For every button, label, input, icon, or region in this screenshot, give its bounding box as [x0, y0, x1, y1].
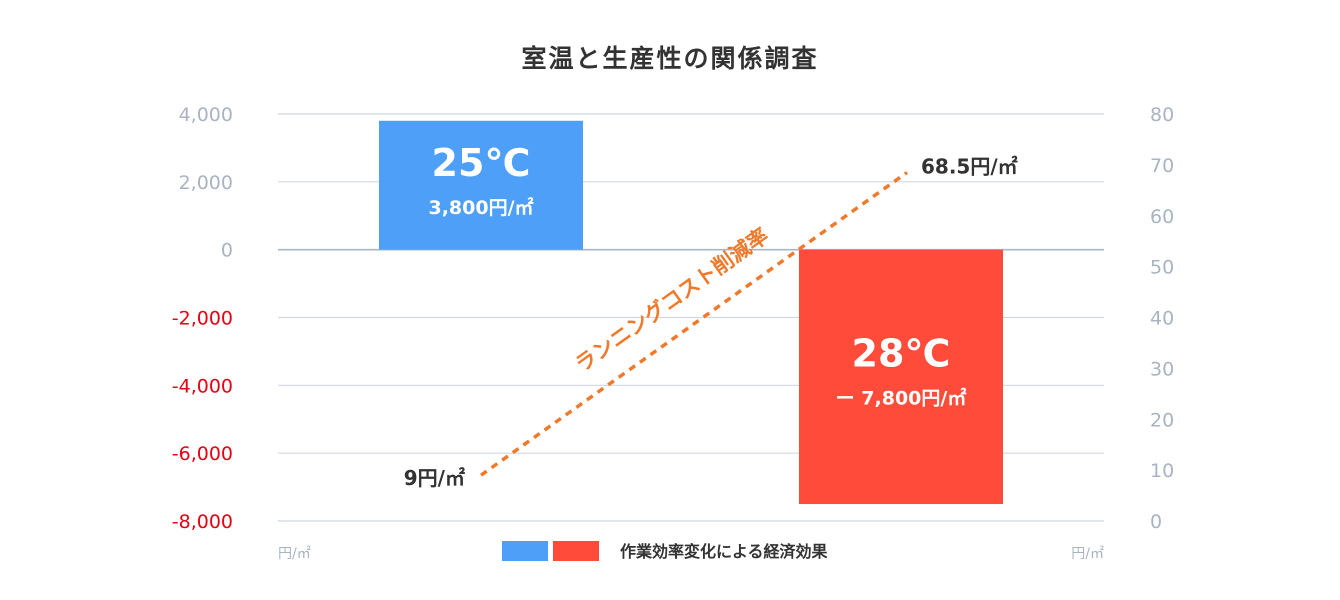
- left-tick-label: 2,000: [179, 172, 233, 194]
- right-tick-label: 10: [1150, 460, 1174, 482]
- line-point-label: 9円/㎡: [404, 466, 465, 490]
- legend-swatch-blue: [502, 541, 548, 561]
- left-tick-label: -6,000: [172, 443, 233, 465]
- left-tick-label: -4,000: [172, 375, 233, 397]
- right-tick-label: 50: [1150, 257, 1174, 279]
- left-tick-label: -8,000: [172, 511, 233, 533]
- right-tick-label: 80: [1150, 104, 1174, 126]
- line-series-name: ランニングコスト削減率: [571, 223, 773, 376]
- legend-swatch-red: [553, 541, 599, 561]
- line-point-label: 68.5円/㎡: [921, 155, 1018, 179]
- chart-title: 室温と生産性の関係調査: [521, 44, 818, 73]
- legend: 作業効率変化による経済効果: [502, 541, 828, 561]
- right-axis-unit: 円/㎡: [1071, 546, 1104, 562]
- line-series: [479, 171, 909, 477]
- left-tick-label: -2,000: [172, 308, 233, 330]
- legend-label: 作業効率変化による経済効果: [620, 542, 828, 561]
- bar-temp-label: 28℃: [852, 332, 951, 376]
- bar-value-label: ー 7,800円/㎡: [836, 387, 967, 410]
- bar-2: [799, 249, 1003, 505]
- left-tick-label: 4,000: [179, 104, 233, 126]
- bar-temp-label: 25℃: [432, 141, 531, 185]
- tick-layer: 4,000 2,000 0 -2,000 -4,000 -6,000 -8,000 80 70 6…: [172, 104, 1174, 533]
- right-tick-label: 40: [1150, 308, 1174, 330]
- bar-value-label: 3,800円/㎡: [428, 196, 533, 219]
- right-tick-label: 20: [1150, 409, 1174, 431]
- right-tick-label: 70: [1150, 155, 1174, 177]
- bar-1: [379, 120, 583, 250]
- left-axis-unit: 円/㎡: [278, 546, 311, 562]
- bar-layer: 25℃ 3,800円/㎡ 28℃ ー 7,800円/㎡: [379, 120, 1003, 505]
- left-tick-label: 0: [221, 240, 233, 262]
- right-tick-label: 60: [1150, 206, 1174, 228]
- right-tick-label: 30: [1150, 358, 1174, 380]
- right-tick-label: 0: [1150, 511, 1162, 533]
